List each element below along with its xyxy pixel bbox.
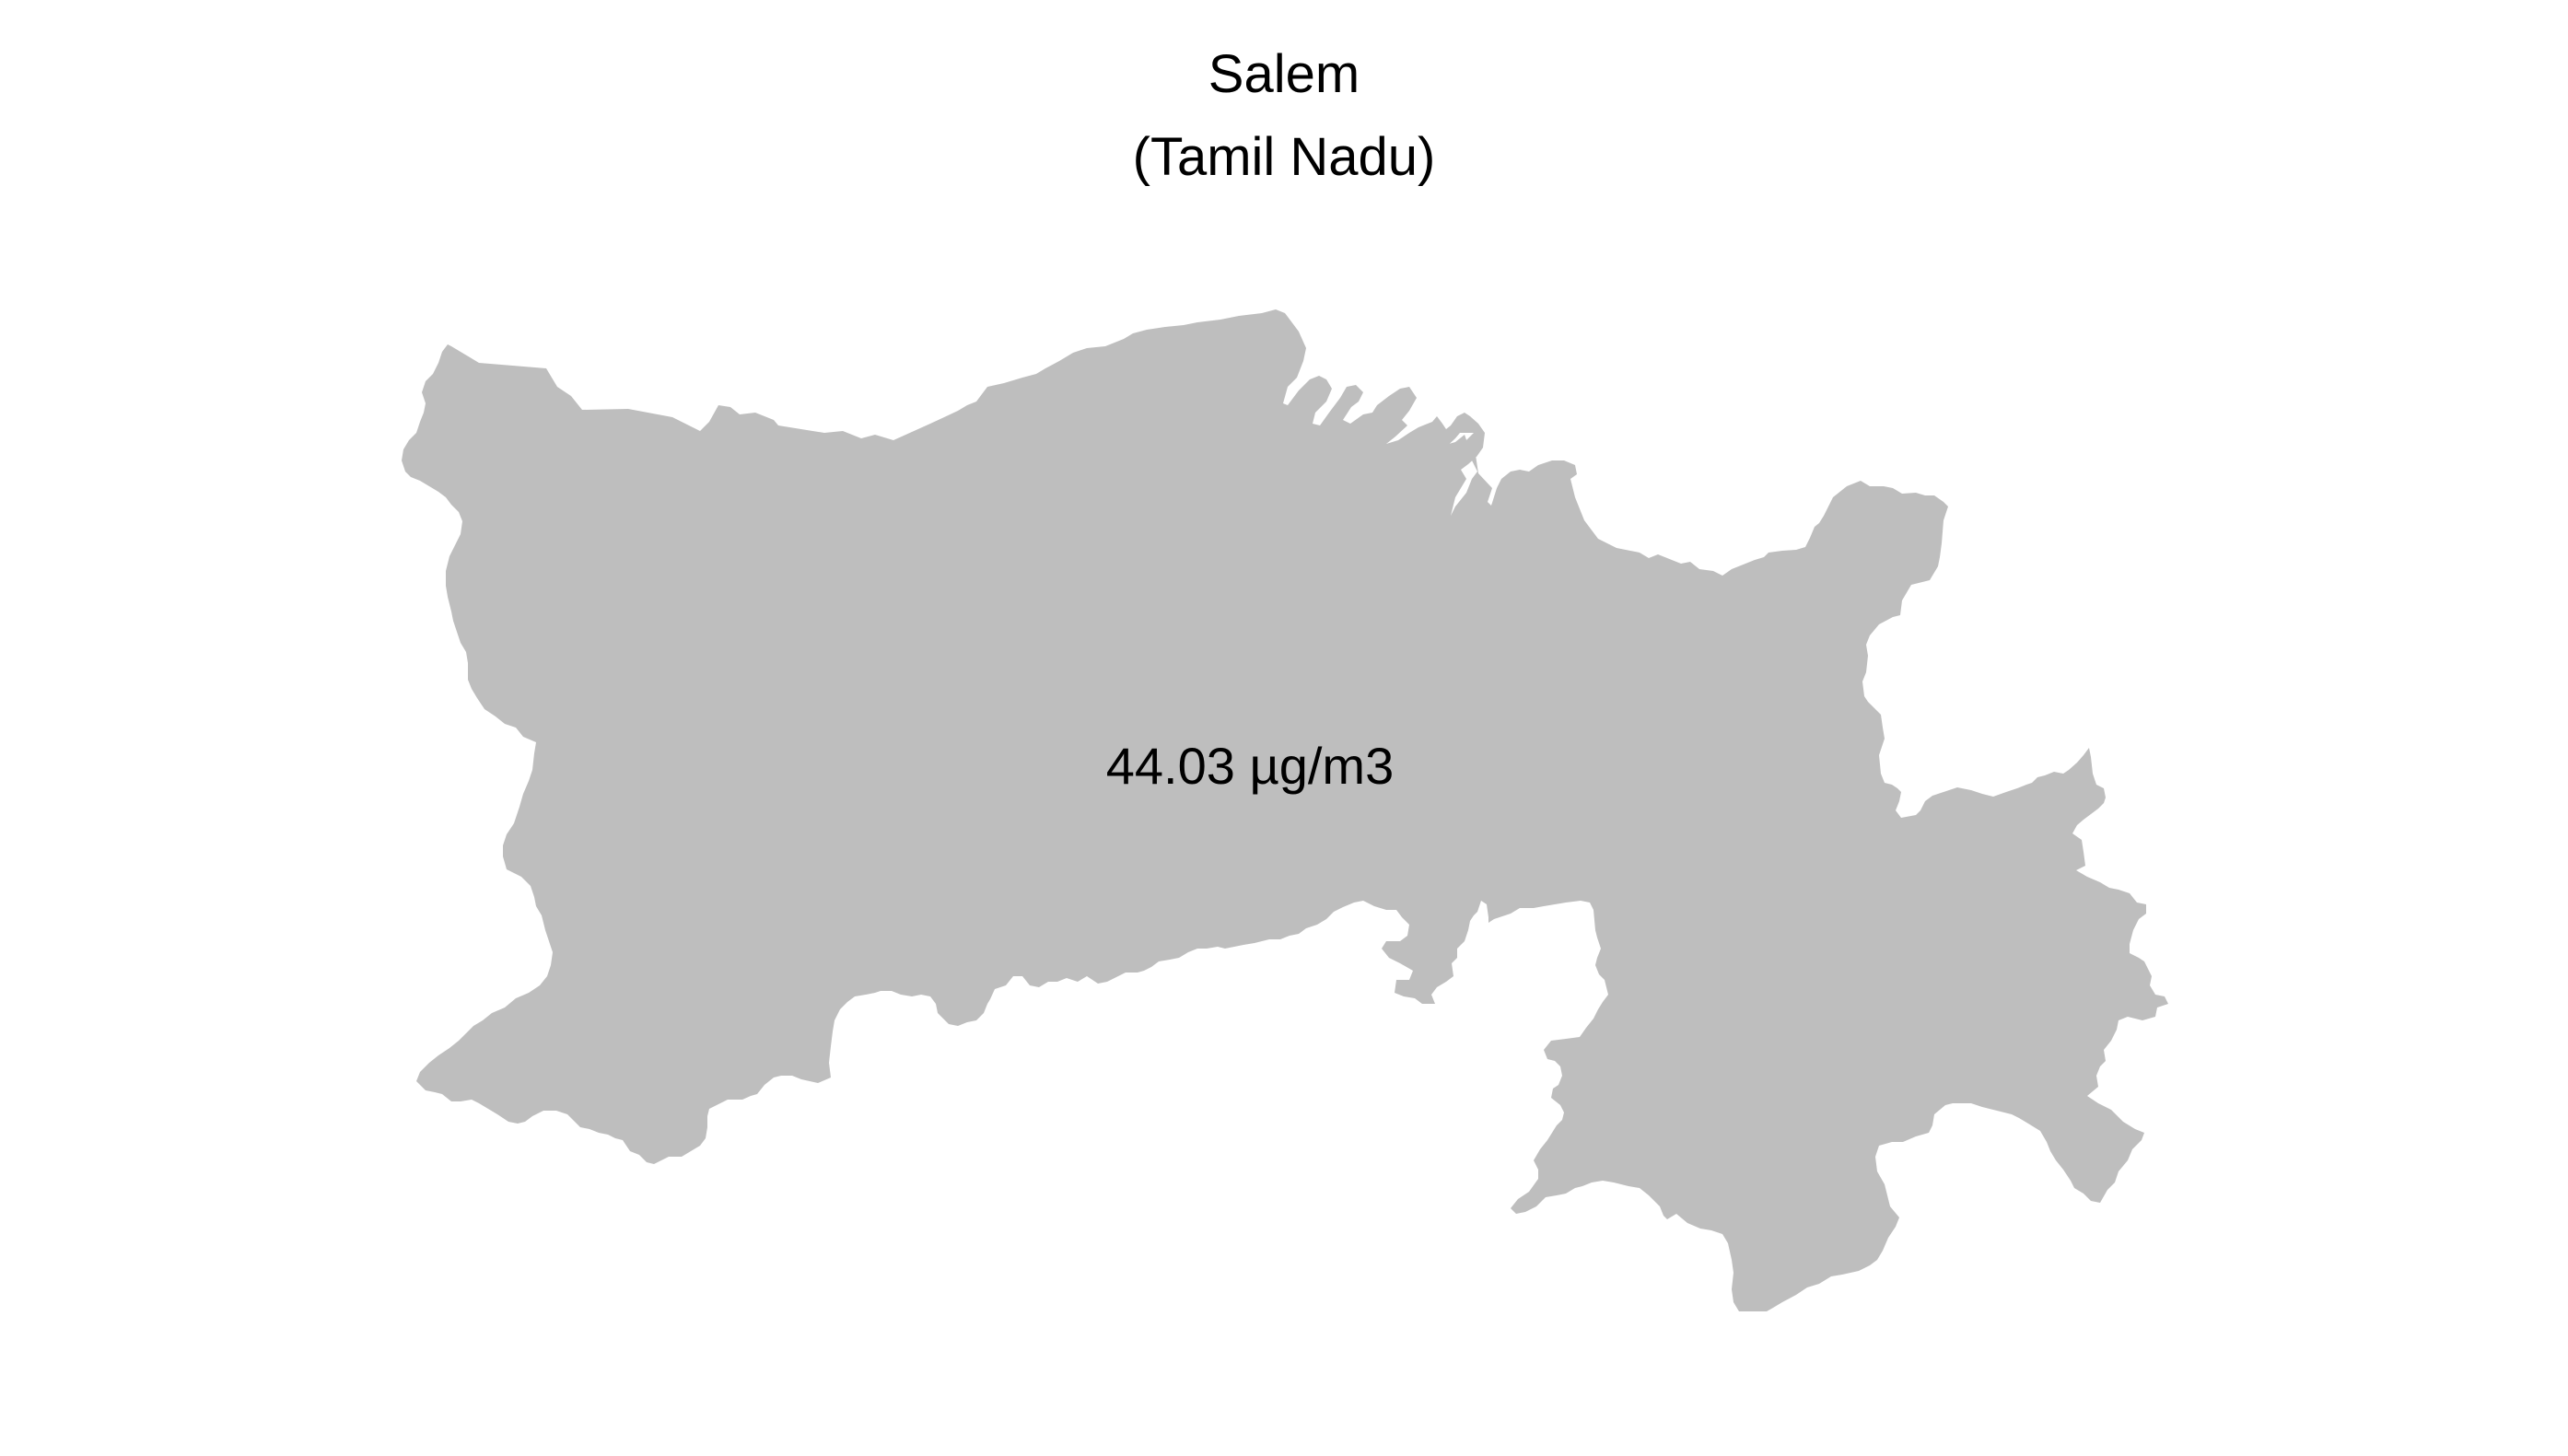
map-subtitle: (Tamil Nadu) bbox=[1132, 127, 1436, 187]
district-value-label: 44.03 µg/m3 bbox=[1106, 737, 1394, 795]
map-title: Salem bbox=[1208, 44, 1360, 104]
district-boundary-shape bbox=[402, 309, 2168, 1311]
map-title-block: Salem (Tamil Nadu) bbox=[0, 33, 2568, 199]
